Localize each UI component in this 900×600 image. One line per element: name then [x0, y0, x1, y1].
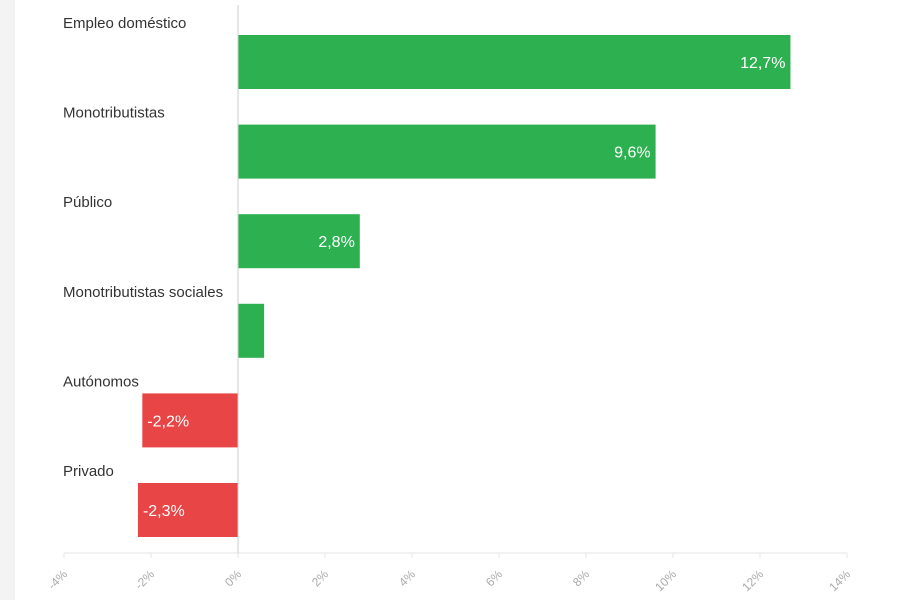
- left-margin-strip: [0, 0, 15, 600]
- bar: [238, 214, 360, 269]
- x-tick-label: 14%: [826, 567, 853, 594]
- bar: [238, 303, 265, 358]
- data-label: 2,8%: [318, 234, 354, 251]
- data-label: 9,6%: [614, 145, 650, 162]
- data-label: -2,2%: [147, 413, 189, 430]
- x-tick-label: 2%: [309, 567, 331, 589]
- bar: [137, 483, 238, 537]
- category-label: Privado: [63, 463, 114, 480]
- x-tick-label: -4%: [45, 567, 70, 592]
- bar: [238, 124, 656, 179]
- x-tick-label: 10%: [652, 567, 679, 594]
- bar: [238, 35, 791, 89]
- x-tick-label: 0%: [222, 567, 244, 589]
- category-label: Autónomos: [63, 373, 139, 390]
- x-tick-label: 8%: [570, 567, 592, 589]
- x-tick-label: 6%: [483, 567, 505, 589]
- x-tick-label: 12%: [739, 567, 766, 594]
- category-label: Monotributistas: [63, 105, 165, 122]
- x-tick-label: -2%: [132, 567, 157, 592]
- category-label: Empleo doméstico: [63, 15, 186, 32]
- bar: [142, 393, 238, 448]
- category-label: Público: [63, 194, 112, 211]
- data-label: 12,7%: [740, 55, 785, 72]
- data-label: -2,3%: [143, 503, 185, 520]
- category-label: Monotributistas sociales: [63, 284, 223, 301]
- x-tick-label: 4%: [396, 567, 418, 589]
